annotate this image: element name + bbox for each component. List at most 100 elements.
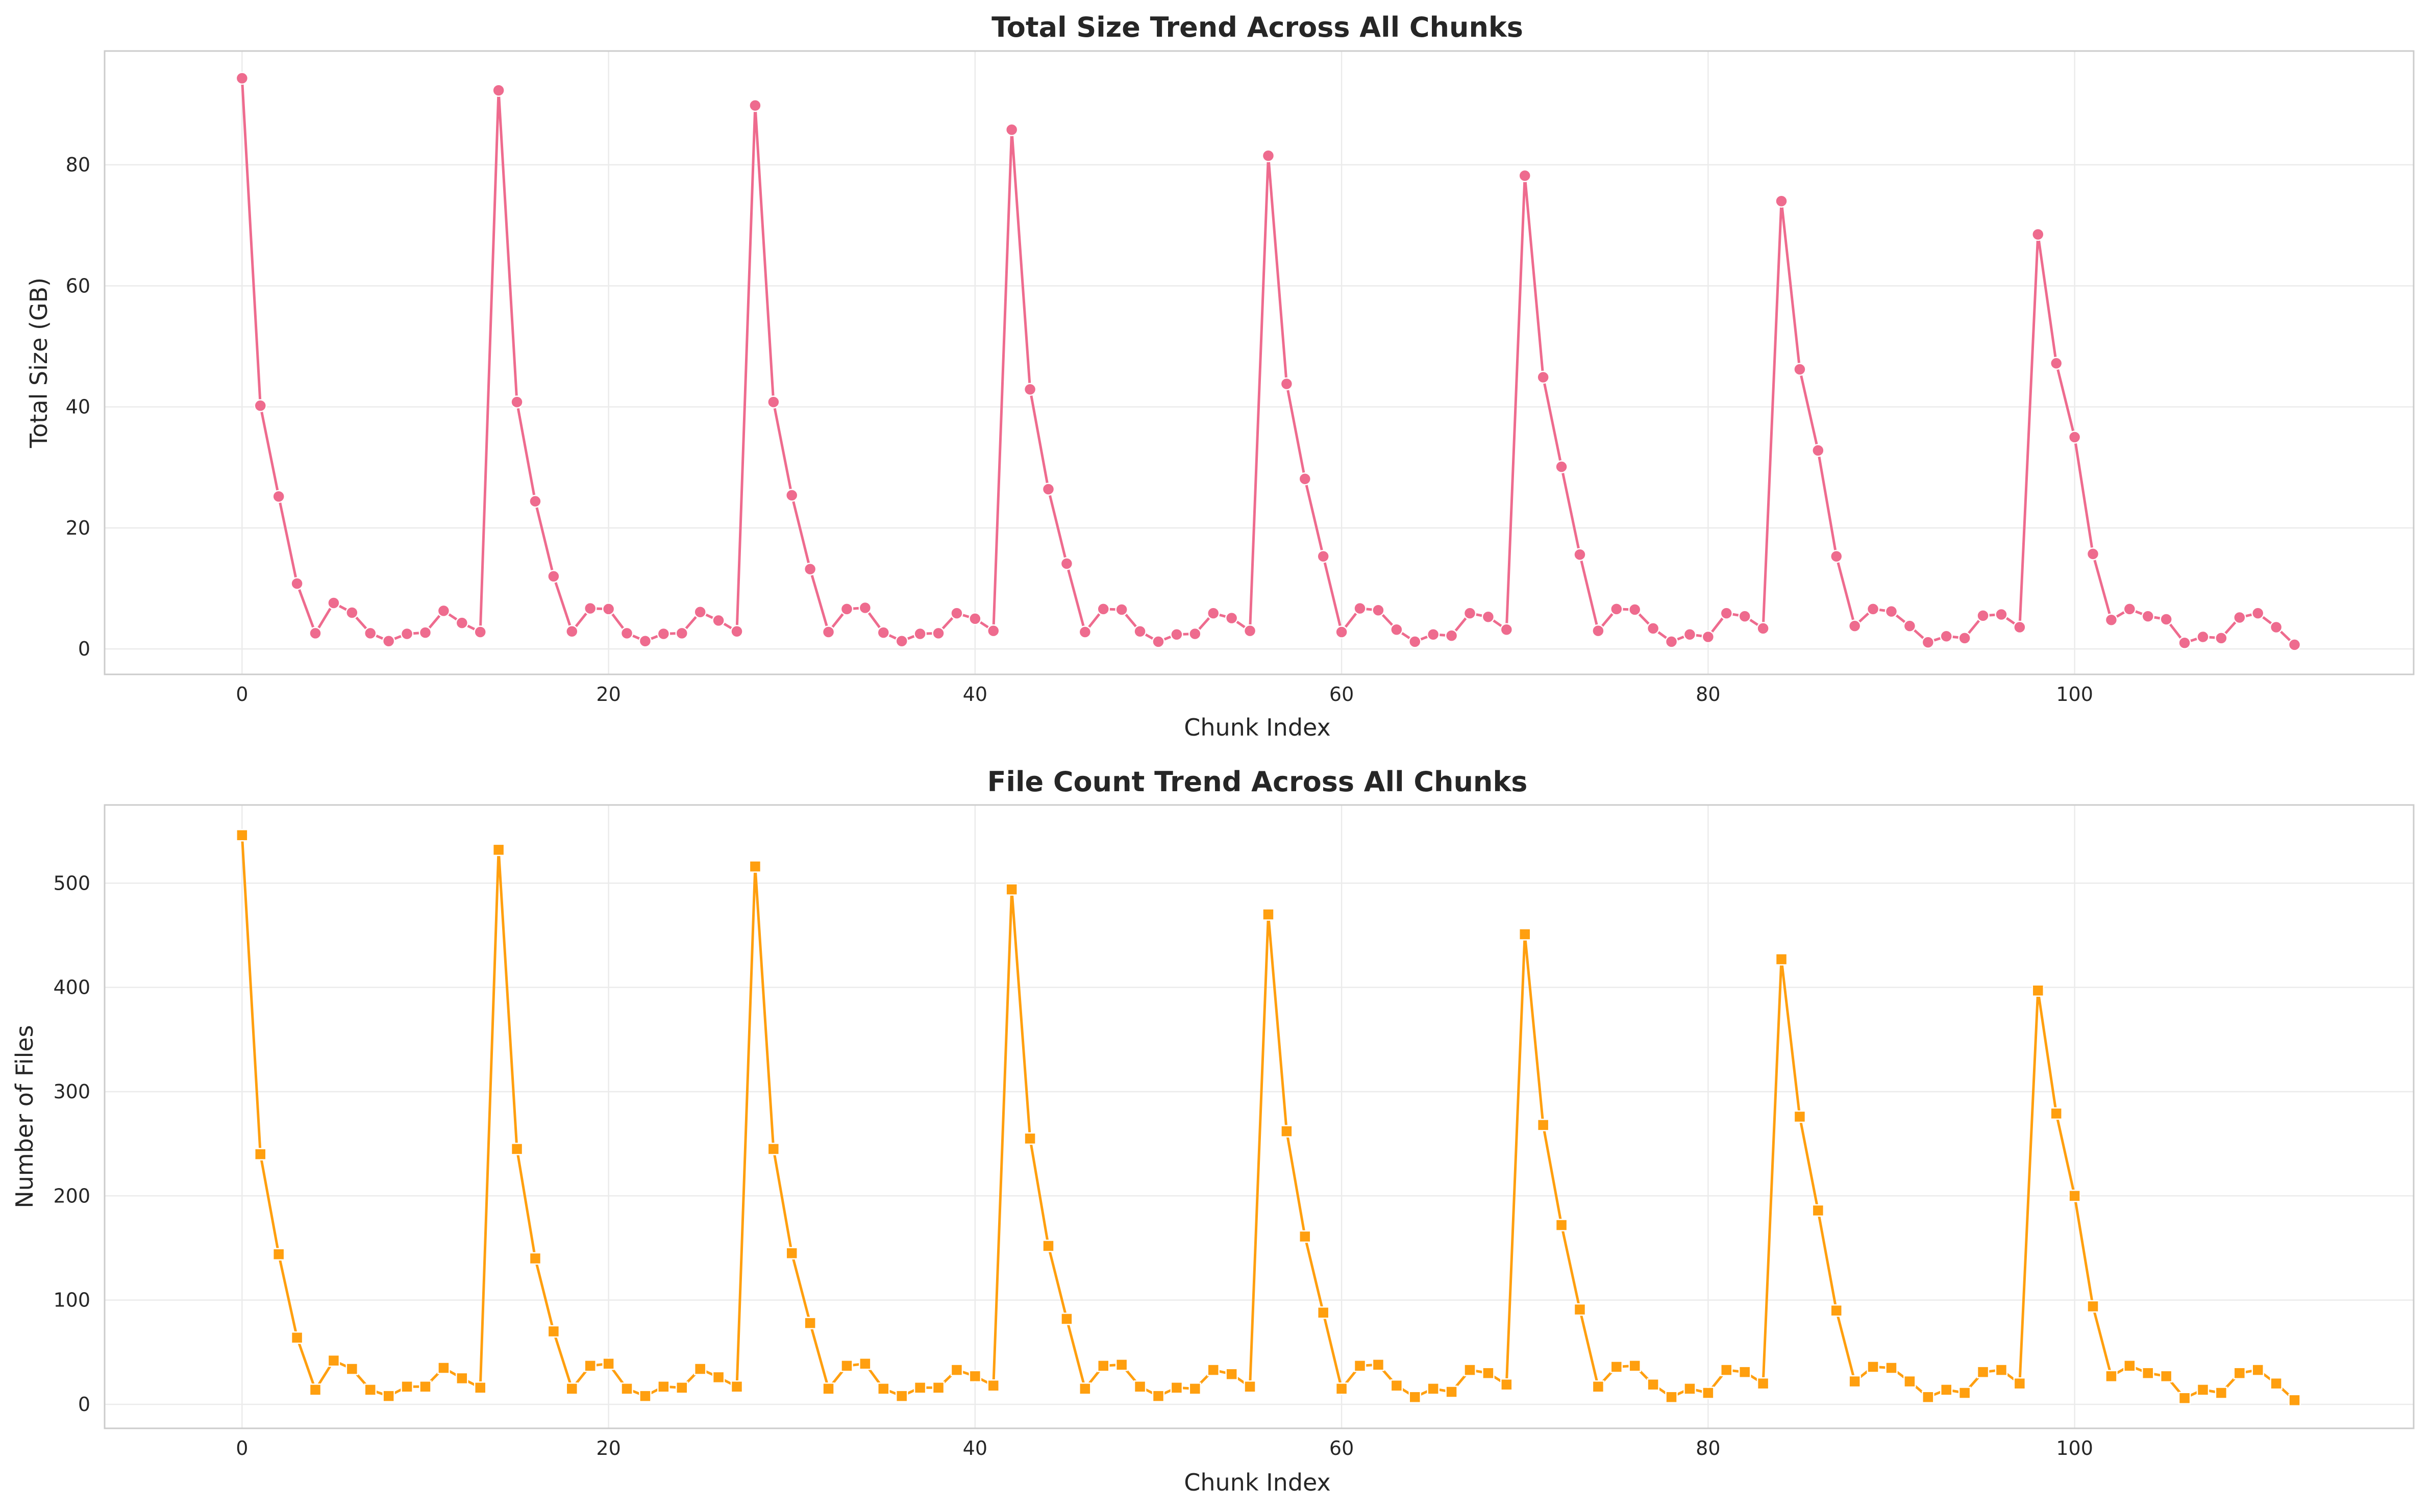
data-point <box>1115 603 1128 616</box>
data-point <box>1775 194 1788 208</box>
data-point <box>1738 1366 1751 1378</box>
data-point <box>1317 1306 1330 1319</box>
data-point <box>749 99 762 112</box>
data-point <box>1079 1382 1092 1395</box>
data-point <box>1170 1381 1183 1394</box>
data-point <box>1867 1360 1879 1373</box>
data-point <box>1408 1391 1422 1403</box>
data-point <box>804 1317 816 1329</box>
y-tick-label: 400 <box>53 976 90 999</box>
data-point <box>1133 1380 1147 1393</box>
y-tick-label: 200 <box>53 1185 90 1207</box>
y-tick-label: 60 <box>66 274 90 297</box>
data-point <box>1427 1382 1440 1395</box>
data-point <box>987 1379 1000 1392</box>
data-point <box>2215 1387 2228 1399</box>
data-point <box>419 1380 432 1393</box>
data-point <box>2288 638 2301 651</box>
data-point <box>1500 1378 1513 1391</box>
data-point <box>1298 472 1312 486</box>
x-tick-label: 0 <box>236 683 248 705</box>
x-tick-label: 60 <box>1329 1437 1354 1459</box>
y-tick-label: 40 <box>66 396 90 418</box>
data-point <box>1995 1364 2008 1376</box>
data-point <box>254 1148 267 1161</box>
data-point <box>1995 608 2008 621</box>
data-point <box>565 1382 579 1395</box>
data-point <box>1005 883 1018 896</box>
data-point <box>2160 1370 2173 1383</box>
data-point <box>1555 1219 1568 1231</box>
data-point <box>1683 627 1697 641</box>
data-point <box>437 604 451 618</box>
data-point <box>822 625 835 639</box>
data-point <box>1518 928 1531 941</box>
data-point <box>1261 149 1275 162</box>
y-tick-label: 300 <box>53 1080 90 1103</box>
data-point <box>2251 607 2265 620</box>
data-point <box>272 490 285 503</box>
data-point <box>767 1143 780 1155</box>
data-point <box>2049 357 2063 370</box>
x-tick-label: 80 <box>1696 1437 1720 1459</box>
data-point <box>1903 1375 1916 1388</box>
data-point <box>437 1362 450 1374</box>
data-point <box>1206 607 1220 620</box>
data-point <box>1884 604 1898 618</box>
data-point <box>1610 1360 1623 1373</box>
data-point <box>510 1143 524 1155</box>
data-point <box>529 1252 542 1265</box>
data-point <box>1115 1358 1128 1371</box>
x-tick-label: 40 <box>963 1437 987 1459</box>
data-point <box>272 1248 285 1261</box>
data-point <box>1005 123 1019 136</box>
data-point <box>1335 625 1348 639</box>
data-point <box>309 626 322 640</box>
data-point <box>2068 431 2081 444</box>
data-point <box>1390 623 1403 636</box>
data-point <box>345 1363 359 1375</box>
data-point <box>2142 1367 2154 1379</box>
data-point <box>2086 547 2100 561</box>
data-point <box>565 625 579 638</box>
data-point <box>1573 548 1586 561</box>
data-point <box>547 1325 560 1338</box>
data-point <box>950 1364 963 1376</box>
data-point <box>2196 1383 2210 1396</box>
data-point <box>602 1357 615 1370</box>
data-point <box>1500 623 1514 636</box>
data-point <box>1060 557 1074 570</box>
data-point <box>1555 460 1568 473</box>
data-point <box>1610 602 1623 616</box>
data-point <box>969 612 982 625</box>
data-point <box>1023 383 1037 396</box>
data-point <box>877 1382 890 1395</box>
data-point <box>913 1381 927 1394</box>
data-point <box>456 1372 468 1385</box>
data-point <box>1262 908 1275 921</box>
data-point <box>749 860 762 873</box>
data-point <box>969 1370 982 1383</box>
data-point <box>693 606 707 619</box>
data-point <box>950 607 963 620</box>
data-point <box>767 395 780 409</box>
x-tick-label: 20 <box>596 1437 621 1459</box>
data-point <box>712 1371 725 1384</box>
gridlines <box>105 805 2414 1428</box>
data-point <box>895 634 908 648</box>
x-axis-label: Chunk Index <box>1184 1469 1330 1496</box>
plot-frame <box>104 50 2415 675</box>
data-series <box>236 829 2301 1407</box>
data-point <box>290 1331 304 1344</box>
data-point <box>2068 1190 2081 1202</box>
data-point <box>1445 629 1458 642</box>
data-point <box>1628 603 1642 616</box>
data-point <box>1463 607 1477 620</box>
data-point <box>712 614 725 627</box>
y-tick-label: 20 <box>66 517 90 539</box>
data-point <box>2031 228 2045 241</box>
data-point <box>2105 1370 2118 1383</box>
tick-labels: 0 20 40 60 80 100 0 20 40 60 80 <box>66 154 2093 705</box>
x-tick-label: 100 <box>2056 683 2093 705</box>
chart-title: Total Size Trend Across All Chunks <box>991 11 1523 43</box>
